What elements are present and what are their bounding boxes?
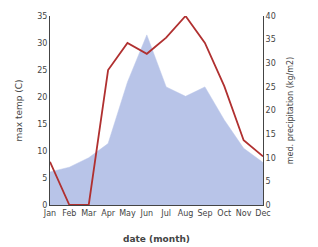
svg-text:10: 10 [266, 154, 276, 163]
svg-text:0: 0 [266, 201, 271, 210]
svg-text:Feb: Feb [62, 209, 76, 218]
svg-text:35: 35 [37, 12, 47, 21]
svg-text:May: May [119, 209, 136, 218]
svg-text:Nov: Nov [236, 209, 252, 218]
svg-text:15: 15 [37, 120, 47, 129]
svg-text:30: 30 [37, 39, 47, 48]
svg-text:Dec: Dec [255, 209, 270, 218]
svg-text:25: 25 [37, 66, 47, 75]
svg-text:Jun: Jun [140, 209, 154, 218]
svg-text:0: 0 [42, 201, 47, 210]
svg-text:date (month): date (month) [123, 234, 190, 244]
svg-text:30: 30 [266, 59, 276, 68]
svg-text:5: 5 [42, 174, 47, 183]
svg-text:35: 35 [266, 35, 276, 44]
svg-text:25: 25 [266, 83, 276, 92]
svg-text:5: 5 [266, 177, 271, 186]
svg-text:Sep: Sep [197, 209, 212, 218]
svg-text:Aug: Aug [178, 209, 194, 218]
svg-text:10: 10 [37, 147, 47, 156]
svg-text:Jan: Jan [43, 209, 56, 218]
svg-text:20: 20 [37, 93, 47, 102]
svg-text:Mar: Mar [81, 209, 97, 218]
svg-text:max temp (C): max temp (C) [14, 79, 24, 141]
svg-text:15: 15 [266, 130, 276, 139]
svg-text:Oct: Oct [217, 209, 231, 218]
svg-text:Apr: Apr [101, 209, 116, 218]
svg-text:40: 40 [266, 12, 276, 21]
svg-text:20: 20 [266, 106, 276, 115]
svg-text:Jul: Jul [160, 209, 171, 218]
svg-text:med. precipitation (kg/m2): med. precipitation (kg/m2) [286, 57, 295, 164]
